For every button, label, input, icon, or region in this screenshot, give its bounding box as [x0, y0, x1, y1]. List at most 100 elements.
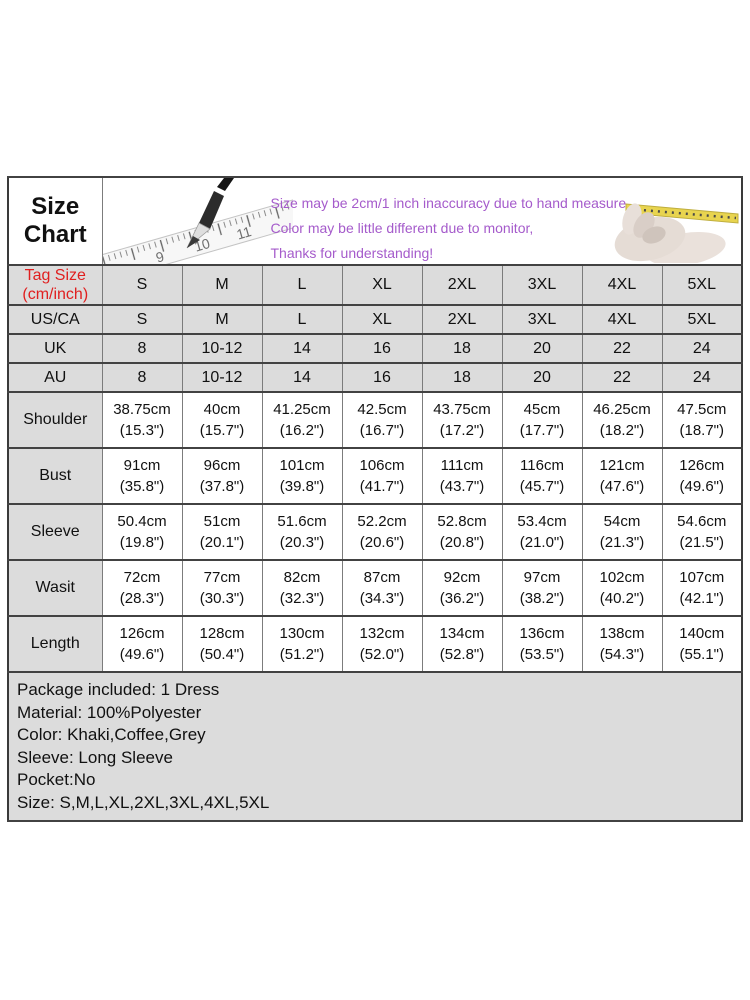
measurement-cell: 138cm (54.3") — [581, 615, 663, 673]
measurement-notice: Size may be 2cm/1 inch inaccuracy due to… — [271, 191, 631, 264]
measurement-cell: 38.75cm (15.3") — [101, 391, 183, 449]
size-cell: L — [261, 304, 343, 335]
measurement-cell: 54cm (21.3") — [581, 503, 663, 561]
size-cell: 16 — [341, 333, 423, 364]
row-label-uk: UK — [7, 333, 103, 364]
measurement-cell: 132cm (52.0") — [341, 615, 423, 673]
row-label-bust: Bust — [7, 447, 103, 505]
size-cell: 24 — [661, 362, 743, 393]
hand-measuring-tape-icon — [614, 203, 739, 263]
notice-line-1: Size may be 2cm/1 inch inaccuracy due to… — [270, 195, 631, 211]
size-cell: 2XL — [421, 264, 503, 306]
size-cell: S — [101, 264, 183, 306]
notice-line-3: Thanks for understanding! — [270, 245, 434, 261]
size-cell: 16 — [341, 362, 423, 393]
size-cell: 14 — [261, 362, 343, 393]
measurement-cell: 52.2cm (20.6") — [341, 503, 423, 561]
size-table-row-bust: Bust 91cm (35.8") 96cm (37.8") 101cm (39.8") 10… — [7, 447, 743, 505]
measurement-cell: 91cm (35.8") — [101, 447, 183, 505]
measurement-cell: 101cm (39.8") — [261, 447, 343, 505]
measurement-cell: 40cm (15.7") — [181, 391, 263, 449]
size-cell: 10-12 — [181, 362, 263, 393]
size-cell: 3XL — [501, 304, 583, 335]
size-cell: 8 — [101, 333, 183, 364]
header-banner-inner: 9 10 11 Size may be 2cm/1 inch inaccurac… — [102, 178, 742, 264]
size-cell: 18 — [421, 362, 503, 393]
measurement-cell: 116cm (45.7") — [501, 447, 583, 505]
measurement-cell: 111cm (43.7") — [421, 447, 503, 505]
row-label-wasit: Wasit — [7, 559, 103, 617]
measurement-cell: 130cm (51.2") — [261, 615, 343, 673]
size-cell: M — [181, 304, 263, 335]
size-cell: 20 — [501, 362, 583, 393]
size-cell: 5XL — [661, 264, 743, 306]
measurement-cell: 121cm (47.6") — [581, 447, 663, 505]
size-cell: 18 — [421, 333, 503, 364]
measurement-cell: 102cm (40.2") — [581, 559, 663, 617]
measurement-cell: 53.4cm (21.0") — [501, 503, 583, 561]
measurement-cell: 126cm (49.6") — [661, 447, 743, 505]
size-cell: XL — [341, 264, 423, 306]
row-label-length: Length — [7, 615, 103, 673]
size-cell: S — [101, 304, 183, 335]
size-table-row-us-ca: US/CA S M L XL 2XL 3XL 4XL 5XL — [7, 304, 743, 335]
row-label-tag-size-cm-inch: Tag Size (cm/inch) — [7, 264, 103, 306]
measurement-cell: 72cm (28.3") — [101, 559, 183, 617]
size-cell: 5XL — [661, 304, 743, 335]
product-details: Package included: 1 Dress Material: 100%P… — [7, 671, 743, 822]
size-cell: 10-12 — [181, 333, 263, 364]
size-cell: XL — [341, 304, 423, 335]
measurement-cell: 42.5cm (16.7") — [341, 391, 423, 449]
size-table-row-shoulder: Shoulder 38.75cm (15.3") 40cm (15.7") 41.25cm… — [7, 391, 743, 449]
size-cell: M — [181, 264, 263, 306]
row-label-au: AU — [7, 362, 103, 393]
measurement-cell: 45cm (17.7") — [501, 391, 583, 449]
measurement-cell: 92cm (36.2") — [421, 559, 503, 617]
size-table-row-tag-size-cm-inch: Tag Size (cm/inch) S M L XL 2XL 3XL 4XL 5XL — [7, 264, 743, 306]
size-chart-sheet: Size Chart — [7, 176, 743, 822]
size-cell: 14 — [261, 333, 343, 364]
product-detail-line: Color: Khaki,Coffee,Grey — [17, 725, 206, 744]
measurement-cell: 82cm (32.3") — [261, 559, 343, 617]
measurement-cell: 46.25cm (18.2") — [581, 391, 663, 449]
size-cell: 22 — [581, 333, 663, 364]
size-chart-table: Size Chart — [7, 176, 743, 822]
product-detail-line: Size: S,M,L,XL,2XL,3XL,4XL,5XL — [17, 792, 270, 812]
product-detail-line: Pocket:No — [17, 770, 96, 789]
measurement-cell: 106cm (41.7") — [341, 447, 423, 505]
size-cell: 22 — [581, 362, 663, 393]
header-banner: 9 10 11 Size may be 2cm/1 inch inaccurac… — [101, 176, 743, 266]
size-table-row-uk: UK 8 10-12 14 16 18 20 22 24 — [7, 333, 743, 364]
header-banner-row: Size Chart — [7, 176, 743, 266]
measurement-cell: 87cm (34.3") — [341, 559, 423, 617]
measurement-cell: 77cm (30.3") — [181, 559, 263, 617]
measurement-cell: 140cm (55.1") — [661, 615, 743, 673]
row-label-sleeve: Sleeve — [7, 503, 103, 561]
page-title: Size Chart — [7, 176, 103, 266]
measurement-cell: 47.5cm (18.7") — [661, 391, 743, 449]
notice-line-2: Color may be little different due to mon… — [270, 220, 534, 236]
measurement-cell: 50.4cm (19.8") — [101, 503, 183, 561]
size-cell: 4XL — [581, 264, 663, 306]
measurement-cell: 43.75cm (17.2") — [421, 391, 503, 449]
size-cell: 24 — [661, 333, 743, 364]
product-detail-line: Sleeve: Long Sleeve — [17, 747, 173, 767]
measurement-cell: 52.8cm (20.8") — [421, 503, 503, 561]
measurement-cell: 51cm (20.1") — [181, 503, 263, 561]
measurement-cell: 128cm (50.4") — [181, 615, 263, 673]
size-cell: 3XL — [501, 264, 583, 306]
product-detail-line: Material: 100%Polyester — [17, 702, 202, 722]
size-table-row-length: Length 126cm (49.6") 128cm (50.4") 130cm (51.2… — [7, 615, 743, 673]
product-details-row: Package included: 1 Dress Material: 100%P… — [7, 671, 743, 822]
measurement-cell: 107cm (42.1") — [661, 559, 743, 617]
pencil-ruler-icon: 9 10 11 — [102, 178, 293, 264]
product-detail-line: Package included: 1 Dress — [17, 680, 220, 699]
row-label-shoulder: Shoulder — [7, 391, 103, 449]
measurement-cell: 126cm (49.6") — [101, 615, 183, 673]
measurement-cell: 96cm (37.8") — [181, 447, 263, 505]
size-cell: 4XL — [581, 304, 663, 335]
measurement-cell: 134cm (52.8") — [421, 615, 503, 673]
measurement-cell: 54.6cm (21.5") — [661, 503, 743, 561]
size-cell: 20 — [501, 333, 583, 364]
size-table-row-au: AU 8 10-12 14 16 18 20 22 24 — [7, 362, 743, 393]
